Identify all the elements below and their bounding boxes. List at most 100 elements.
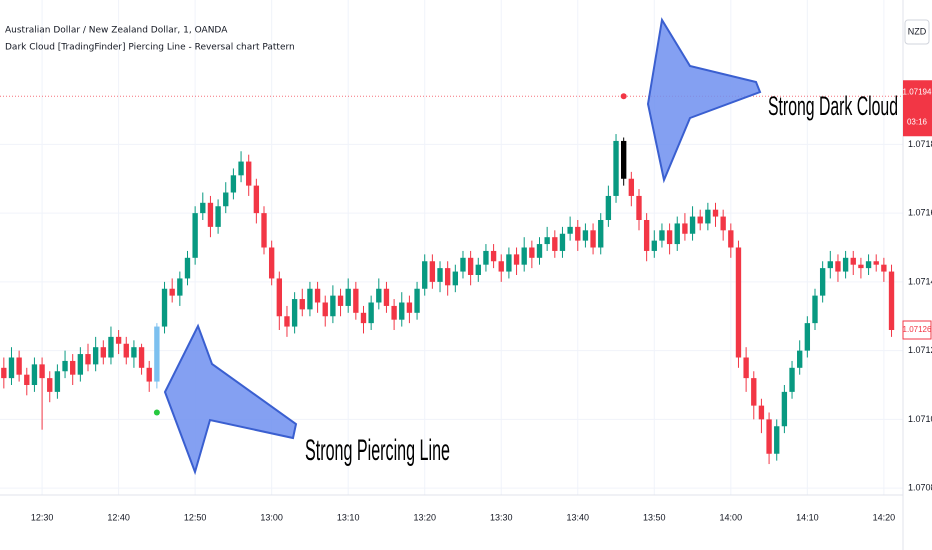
- candle-body: [598, 220, 604, 248]
- x-tick-label: 14:10: [796, 512, 819, 522]
- candle-body: [70, 360, 76, 375]
- candle-body: [414, 288, 420, 313]
- candle-body: [92, 347, 99, 365]
- candle-body: [77, 354, 84, 375]
- candle-body: [108, 336, 114, 358]
- candle-body: [299, 299, 305, 310]
- candles: [1, 93, 895, 465]
- candle-body: [268, 247, 275, 279]
- candle-body: [720, 216, 726, 231]
- candle-body: [552, 237, 558, 251]
- candle-body: [215, 206, 221, 227]
- candle-body: [475, 264, 481, 275]
- candle-body: [590, 230, 596, 248]
- candle-body: [735, 247, 742, 358]
- x-tick-label: 14:00: [720, 512, 743, 522]
- candle-body: [689, 216, 696, 234]
- pattern-marker: [620, 93, 627, 100]
- candle-body: [506, 254, 512, 272]
- candle-body: [712, 209, 719, 217]
- x-tick-label: 12:30: [31, 512, 54, 522]
- candle-body: [666, 230, 673, 245]
- candle-body: [24, 374, 30, 385]
- candle-body: [322, 302, 328, 317]
- candle-body: [253, 185, 260, 214]
- x-tick-label: 13:10: [337, 512, 360, 522]
- candle-body: [819, 268, 826, 296]
- y-tick-label: 1.07160: [908, 208, 932, 218]
- candle-body: [161, 288, 168, 327]
- candle-body: [490, 250, 497, 262]
- candle-body: [697, 216, 703, 224]
- candle-body: [865, 261, 872, 269]
- y-tick-label: 1.07140: [908, 276, 932, 286]
- candle-body: [797, 350, 803, 368]
- candle-body: [146, 367, 152, 382]
- last-price-tag: [902, 320, 932, 340]
- candle-body: [842, 257, 849, 272]
- candle-body: [559, 233, 566, 251]
- x-tick-label: 13:50: [643, 512, 666, 522]
- candle-body: [246, 161, 252, 186]
- candle-body: [498, 261, 504, 272]
- candle-body: [39, 364, 45, 379]
- pattern-label: Strong Piercing Line: [305, 434, 450, 467]
- candle-body: [353, 288, 359, 313]
- y-tick-label: 1.07180: [908, 139, 932, 149]
- candle-body: [751, 378, 757, 406]
- candle-body: [16, 357, 22, 375]
- y-tick-label: 1.07080: [908, 483, 932, 493]
- candle-body: [337, 295, 344, 306]
- x-tick-label: 13:20: [413, 512, 436, 522]
- candle-body: [429, 261, 436, 282]
- candle-body: [8, 357, 15, 379]
- candle-body: [521, 247, 527, 265]
- currency-box[interactable]: [904, 19, 930, 45]
- candle-body: [728, 230, 734, 248]
- candle-body: [774, 426, 780, 454]
- candle-body: [888, 271, 895, 330]
- candle-body: [200, 202, 206, 214]
- candle-body: [207, 202, 214, 227]
- candle-body: [781, 391, 788, 427]
- candle-body: [437, 268, 443, 282]
- candle-body: [758, 405, 765, 420]
- candle-body: [238, 161, 244, 176]
- candle-body: [621, 140, 627, 179]
- candle-body: [368, 302, 374, 324]
- price-tag-label: 1.07194: [903, 87, 932, 96]
- candle-body: [582, 230, 589, 241]
- arrow-dark-cloud: [646, 17, 762, 184]
- x-tick-label: 13:40: [567, 512, 590, 522]
- candle-body: [743, 357, 749, 379]
- y-tick-label: 1.07120: [908, 345, 932, 355]
- candle-body: [360, 312, 367, 324]
- candle-body: [674, 223, 680, 245]
- candle-body: [383, 288, 390, 306]
- candle-body: [422, 261, 428, 289]
- candle-body: [276, 278, 282, 317]
- candle-body: [47, 378, 53, 392]
- candle-body: [100, 347, 106, 358]
- candle-body: [460, 257, 466, 272]
- candle-body: [376, 288, 382, 303]
- candle-body: [345, 288, 351, 306]
- candle-body: [261, 213, 267, 248]
- candle-body: [31, 364, 38, 385]
- candle-body: [858, 264, 864, 269]
- candle-body: [54, 371, 61, 392]
- candle-body: [169, 288, 175, 296]
- candle-body: [873, 261, 879, 265]
- candle-body: [682, 223, 688, 234]
- candle-body: [307, 288, 313, 310]
- candle-body: [452, 271, 459, 286]
- candle-body: [789, 367, 795, 392]
- candle-body: [613, 140, 619, 196]
- x-tick-label: 12:40: [107, 512, 130, 522]
- candle-body: [659, 230, 665, 241]
- candle-body: [643, 220, 650, 251]
- candle-body: [881, 264, 887, 272]
- candle-body: [85, 354, 91, 365]
- candle-body: [177, 278, 183, 296]
